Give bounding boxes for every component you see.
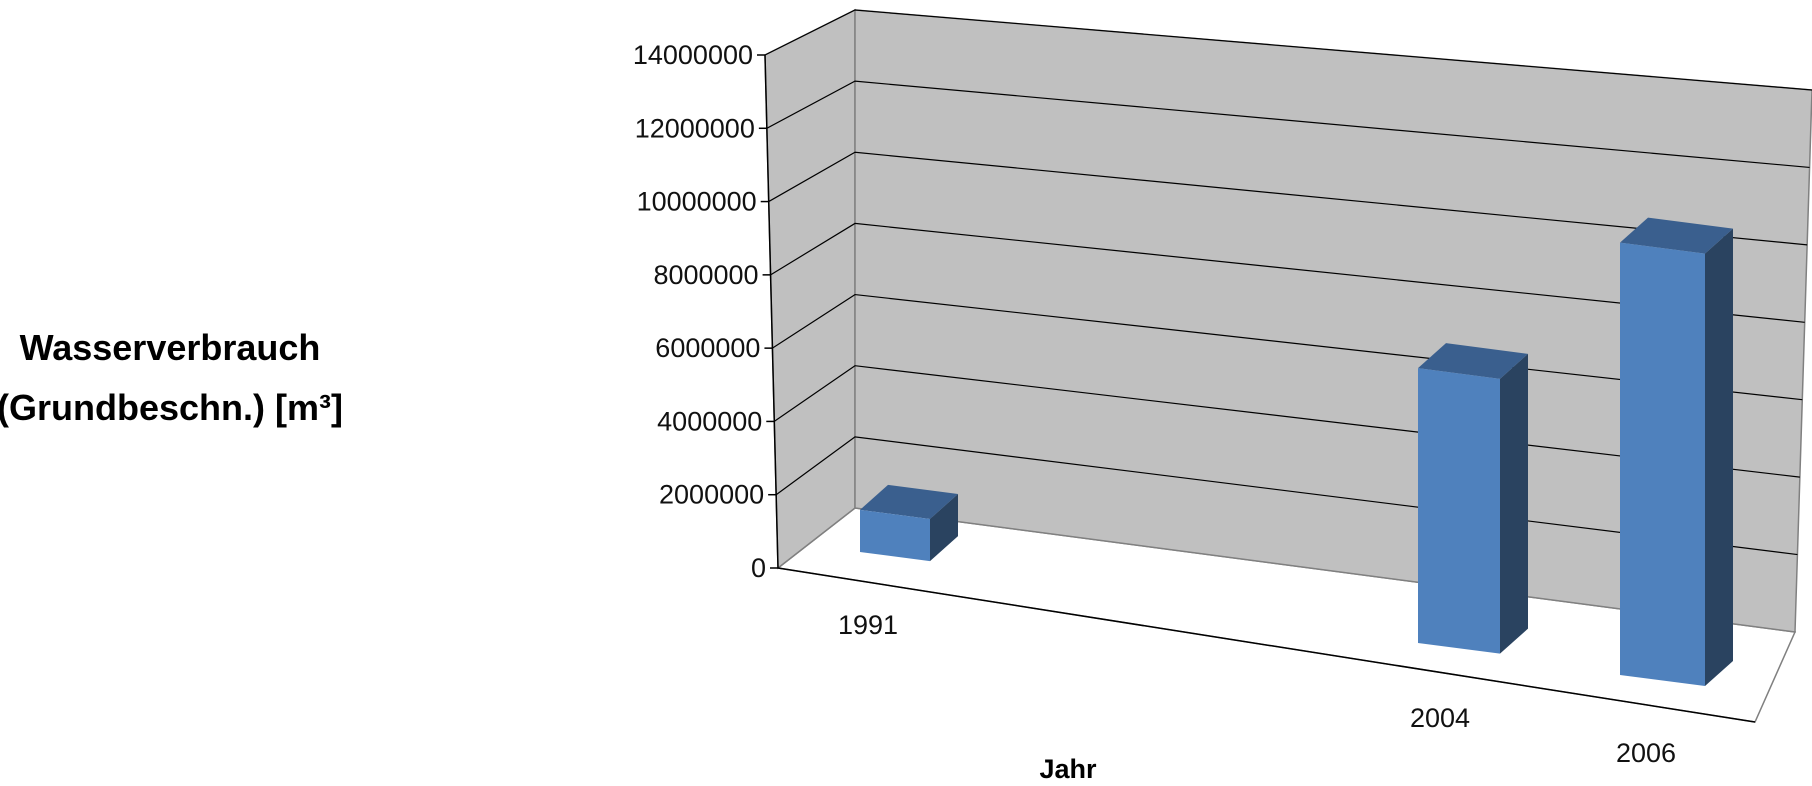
bar-front-face [860, 509, 930, 562]
bars [860, 217, 1733, 687]
y-tick-label: 2000000 [659, 480, 764, 510]
bar-side-face [1705, 228, 1733, 687]
side-wall [764, 8, 856, 570]
bar-1991 [860, 484, 958, 562]
bar-side-face [930, 493, 958, 562]
bar-2004 [1418, 343, 1528, 654]
gridline [770, 222, 1805, 323]
x-axis-label: Jahr [1039, 754, 1097, 784]
bar-front-face [1620, 242, 1705, 687]
x-tick-label: 2006 [1616, 738, 1676, 768]
y-tick-label: 4000000 [657, 406, 762, 436]
y-tick-label: 12000000 [635, 113, 755, 143]
x-axis-tick-labels: 1991 2004 2006 [838, 610, 1676, 768]
y-axis-label-line-1: Wasserverbrauch [20, 327, 321, 368]
y-axis-label-line-2: (Grundbeschn.) [m³] [0, 387, 343, 428]
bar-front-face [1418, 368, 1500, 654]
y-tick-label: 10000000 [637, 187, 757, 217]
gridline [766, 80, 1810, 169]
y-tick-label: 8000000 [653, 260, 758, 290]
y-axis-line [764, 54, 779, 569]
chart-walls [764, 8, 1812, 723]
y-axis-ticks: 0 2000000 4000000 6000000 8000000 10000000 120… [633, 40, 778, 583]
bar-side-face [1500, 353, 1528, 654]
y-tick-label: 6000000 [655, 333, 760, 363]
bar-top-face [860, 484, 958, 519]
gridline [764, 9, 1812, 91]
y-tick-label: 14000000 [633, 40, 753, 70]
x-tick-label: 1991 [838, 610, 898, 640]
bar-top-face [1620, 217, 1733, 254]
x-axis-line [777, 567, 1756, 723]
y-tick-label: 0 [751, 553, 766, 583]
bar-2006 [1620, 217, 1733, 687]
gridline [768, 151, 1808, 246]
bar-top-face [1418, 343, 1528, 379]
x-tick-label: 2004 [1410, 703, 1470, 733]
axes [764, 54, 1756, 723]
